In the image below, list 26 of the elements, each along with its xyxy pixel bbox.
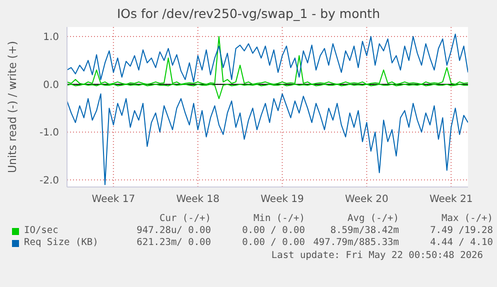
text: 4.44 / 4.10 [429, 237, 493, 249]
chart-title: IOs for /dev/rev250-vg/swap_1 - by month [116, 6, 381, 21]
text: Avg (-/+) [346, 213, 399, 225]
text: Min (-/+) [252, 213, 305, 225]
text: Max (-/+) [440, 213, 493, 225]
text: 0.00 / 0.00 [241, 225, 305, 237]
y-tick-label: -1.0 [39, 128, 59, 139]
y-axis-title: Units read (-) / write (+) [6, 40, 19, 174]
x-tick-label: Week 21 [429, 194, 473, 206]
legend-label: Req Size (KB) [23, 237, 100, 249]
text: 621.23m/ 0.00 [136, 237, 211, 249]
y-tick-label: 1.0 [43, 32, 59, 44]
text: 7.49 /19.28 [429, 225, 493, 237]
text: 8.59m/38.42m [329, 225, 399, 237]
y-tick-label: 0.0 [43, 80, 59, 91]
text: 0.00 / 0.00 [241, 237, 305, 249]
x-tick-label: Week 18 [176, 194, 220, 206]
text: 947.28u/ 0.00 [136, 225, 211, 237]
x-tick-label: Week 19 [260, 194, 304, 206]
y-tick-label: -2.0 [39, 175, 59, 186]
legend-label: IO/sec [23, 225, 60, 237]
x-tick-label: Week 17 [92, 194, 136, 206]
x-tick-label: Week 20 [345, 194, 388, 206]
text: 497.79m/885.33m [312, 237, 399, 249]
text: Last update: Fri May 22 00:50:48 2026 [271, 250, 483, 261]
text: Cur (-/+) [158, 213, 211, 225]
